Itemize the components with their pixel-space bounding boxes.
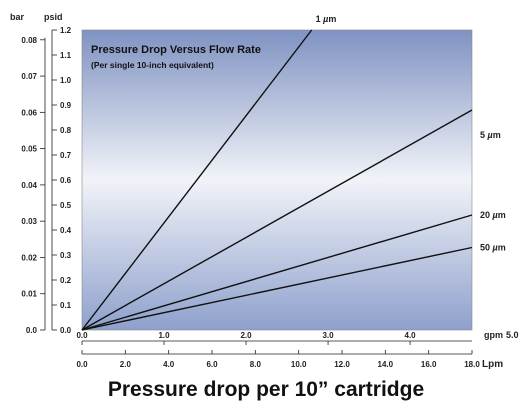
bar-axis-tick-label: 0.0 [26, 326, 38, 335]
bar-axis-tick-label: 0.05 [21, 145, 37, 154]
plot-area [81, 29, 473, 331]
lpm-axis-tick-label: 6.0 [206, 360, 218, 369]
lpm-axis-tick-label: 14.0 [378, 360, 394, 369]
psid-axis-tick-label: 1.2 [60, 26, 72, 35]
bar-axis-tick-label: 0.07 [21, 72, 37, 81]
psid-axis-tick-label: 0.4 [60, 226, 72, 235]
series-line [81, 214, 473, 331]
chart-title: Pressure Drop Versus Flow Rate [91, 44, 261, 56]
series-label: 50 µm [480, 243, 506, 253]
lpm-axis-tick-label: 16.0 [421, 360, 437, 369]
lpm-axis-tick-label: 12.0 [334, 360, 350, 369]
series-label: 20 µm [480, 210, 506, 220]
series-line [81, 246, 473, 331]
bar-axis-tick-label: 0.04 [21, 181, 37, 190]
gpm-axis-end-label: 5.0 [506, 330, 519, 340]
psid-axis-tick-label: 0.6 [60, 176, 72, 185]
gpm-axis-tick-label: 1.0 [158, 331, 170, 340]
lpm-axis-tick-label: 0.0 [76, 360, 88, 369]
lpm-axis: 0.0 2.0 4.0 6.0 8.0 10.0 12.0 14.0 16.0 18.0 [76, 350, 480, 369]
psid-axis-tick-label: 0.0 [60, 326, 72, 335]
psid-axis-tick-label: 1.0 [60, 76, 72, 85]
gpm-axis-unit-label: gpm [484, 330, 503, 340]
gpm-axis-tick-label: 3.0 [322, 331, 334, 340]
psid-axis-tick-label: 0.2 [60, 276, 72, 285]
pressure-drop-chart: 0.00.010.020.030.040.050.060.070.08 0.00… [10, 12, 519, 370]
lpm-axis-tick-label: 4.0 [163, 360, 175, 369]
psid-axis-tick-label: 0.8 [60, 126, 72, 135]
bar-axis-tick-label: 0.06 [21, 108, 37, 117]
bar-axis-tick-label: 0.01 [21, 290, 37, 299]
gpm-axis-tick-label: 2.0 [240, 331, 252, 340]
bar-axis-tick-label: 0.03 [21, 217, 37, 226]
psid-axis-tick-label: 1.1 [60, 51, 72, 60]
gpm-axis-tick-label: 4.0 [405, 331, 417, 340]
psid-axis-tick-label: 0.7 [60, 151, 72, 160]
psid-axis-tick-label: 0.9 [60, 101, 72, 110]
gpm-axis-tick-label: 0.0 [76, 331, 88, 340]
lpm-axis-unit-label: Lpm [482, 359, 503, 370]
psid-axis-tick-label: 0.1 [60, 301, 72, 310]
series-line [81, 109, 473, 331]
chart-subtitle: (Per single 10-inch equivalent) [91, 60, 214, 70]
bar-axis-tick-label: 0.02 [21, 253, 37, 262]
lpm-axis-tick-label: 18.0 [464, 360, 480, 369]
chart-caption: Pressure drop per 10” cartridge [107, 378, 425, 401]
lpm-axis-tick-label: 10.0 [291, 360, 307, 369]
psid-axis-unit-label: psid [44, 12, 63, 22]
lpm-axis-tick-label: 8.0 [250, 360, 262, 369]
series-label: 1 µm [316, 14, 337, 24]
psid-axis: 0.0 0.1 0.2 0.3 0.4 0.5 0.6 0.7 0.8 0.9 1.0 1.1 1.2 [51, 26, 72, 335]
lpm-axis-tick-label: 2.0 [120, 360, 132, 369]
series-line [81, 29, 313, 331]
series-label: 5 µm [480, 130, 501, 140]
series-layer: 1 µm 5 µm 20 µm 50 µm [81, 14, 506, 331]
bar-axis: 0.0 0.01 0.02 0.03 0.04 0.05 0.06 0.07 0.08 [21, 36, 46, 335]
psid-axis-tick-label: 0.3 [60, 251, 72, 260]
psid-axis-tick-label: 0.5 [60, 201, 72, 210]
gpm-axis: 0.0 1.0 2.0 3.0 4.0 [76, 331, 472, 345]
bar-axis-unit-label: bar [10, 12, 25, 22]
bar-axis-tick-label: 0.08 [21, 36, 37, 45]
